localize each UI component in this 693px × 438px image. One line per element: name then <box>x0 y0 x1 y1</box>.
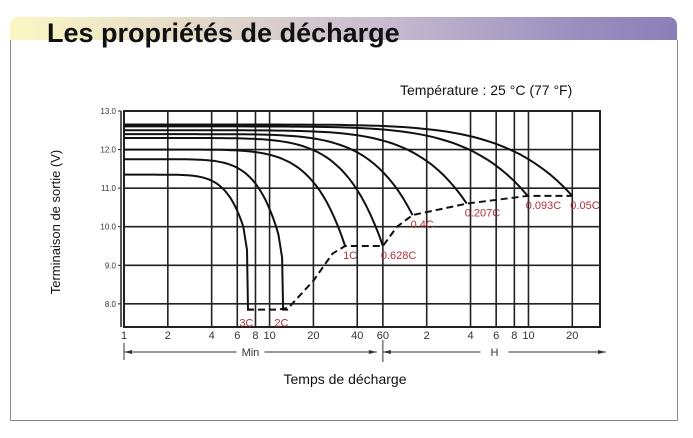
y-axis-title: Terminaison de sortie (V) <box>48 150 63 295</box>
x-tick-label: 60 <box>377 330 389 342</box>
curve-label: 3C <box>239 318 253 330</box>
curve-1C <box>124 148 347 247</box>
x-tick-label: 1 <box>121 330 127 342</box>
x-tick-label: 8 <box>252 330 258 342</box>
y-tick-label: 13.0 <box>100 107 116 116</box>
range-label-bg <box>480 346 509 358</box>
y-tick-label: 8.0 <box>105 300 117 309</box>
y-tick-label: 11.0 <box>101 184 117 193</box>
x-axis-title: Temps de décharge <box>284 371 407 387</box>
x-tick-label: 2 <box>424 330 430 342</box>
curve-0.05C <box>124 123 574 197</box>
range-label: H <box>490 347 498 359</box>
curve-label: 1C <box>343 250 357 262</box>
x-tick-label: 4 <box>209 330 215 342</box>
curve-3C <box>124 173 253 311</box>
x-tick-label: 6 <box>234 330 240 342</box>
cutoff-voltage-line <box>247 194 573 311</box>
curve-label: 0.207C <box>465 208 501 220</box>
curve-label: 0.093C <box>526 200 562 212</box>
y-tick-label: 12.0 <box>100 146 116 155</box>
x-tick-label: 4 <box>467 330 473 342</box>
curve-0.628C <box>124 137 384 247</box>
curve-label: 0.05C <box>570 200 599 212</box>
curve-label: 0.4C <box>411 219 434 231</box>
y-tick-label: 9.0 <box>105 261 117 270</box>
curve-0.207C <box>124 129 468 205</box>
x-tick-label: 8 <box>511 330 517 342</box>
x-tick-label: 10 <box>522 330 534 342</box>
y-tick-label: 10.0 <box>100 223 116 232</box>
curve-0.4C <box>124 133 414 216</box>
curve-0.093C <box>124 125 529 197</box>
x-tick-label: 20 <box>307 330 319 342</box>
x-tick-label: 10 <box>263 330 275 342</box>
curve-label: 0.628C <box>381 250 417 262</box>
range-label: Min <box>242 347 260 359</box>
x-tick-label: 6 <box>493 330 499 342</box>
page-title: Les propriétés de décharge <box>47 18 400 48</box>
temperature-note: Température : 25 °C (77 °F) <box>400 82 573 98</box>
x-tick-label: 2 <box>165 330 171 342</box>
curve-label: 2C <box>274 318 288 330</box>
range-label-bg <box>236 346 265 358</box>
x-tick-label: 20 <box>566 330 578 342</box>
x-tick-label: 40 <box>351 330 363 342</box>
curve-2C <box>124 158 289 311</box>
